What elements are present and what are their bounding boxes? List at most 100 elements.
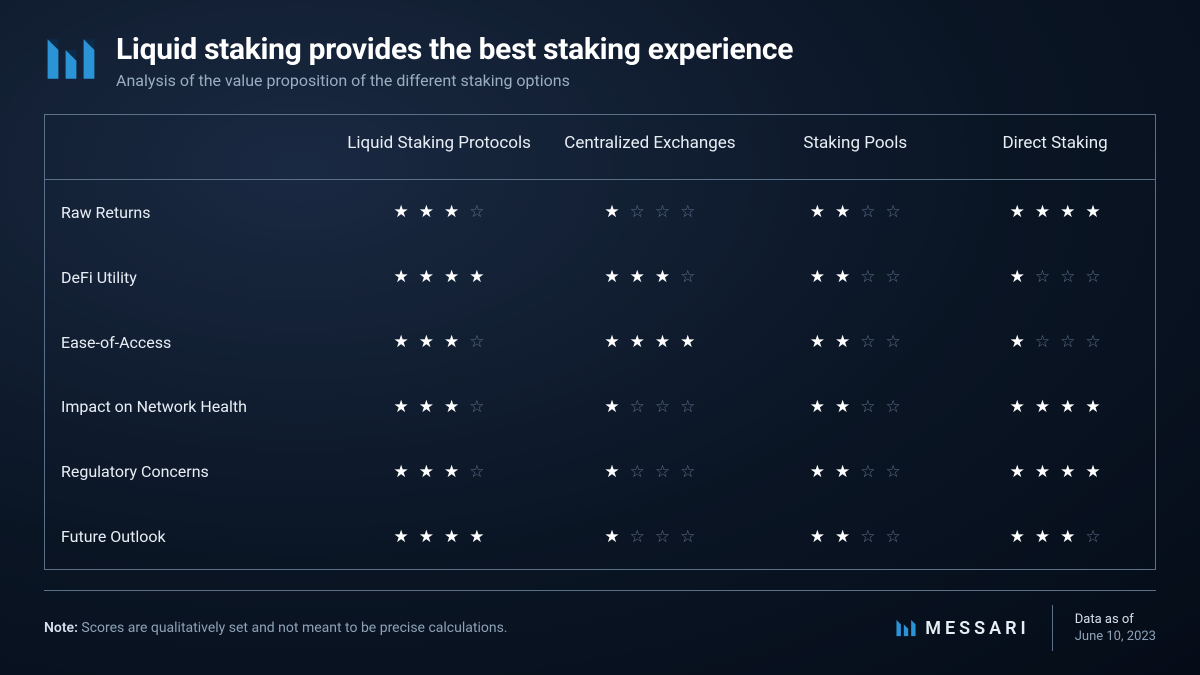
star-filled-icon: ★	[1085, 462, 1100, 482]
date-block: Data as of June 10, 2023	[1075, 612, 1156, 644]
star-rating: ★★☆☆	[810, 462, 901, 482]
star-filled-icon: ★	[835, 202, 850, 222]
star-empty-icon: ☆	[655, 202, 670, 222]
star-filled-icon: ★	[1085, 202, 1100, 222]
rating-cell: ★★☆☆	[755, 180, 955, 245]
rating-cell: ★★★☆	[334, 375, 545, 440]
star-rating: ★☆☆☆	[604, 202, 695, 222]
star-filled-icon: ★	[419, 332, 434, 352]
star-rating: ★☆☆☆	[604, 527, 695, 547]
rating-cell: ★★★★	[544, 310, 755, 375]
star-filled-icon: ★	[810, 527, 825, 547]
table-row: DeFi Utility★★★★★★★☆★★☆☆★☆☆☆	[45, 245, 1155, 310]
divider	[1052, 605, 1053, 651]
star-empty-icon: ☆	[680, 462, 695, 482]
row-label: Future Outlook	[45, 504, 334, 569]
brand: MESSARI	[895, 617, 1030, 639]
footer: Note: Scores are qualitatively set and n…	[44, 590, 1156, 651]
star-filled-icon: ★	[810, 332, 825, 352]
rating-cell: ★ ★ ☆ ☆	[755, 504, 955, 569]
row-label: Regulatory Concerns	[45, 439, 334, 504]
star-filled-icon: ★	[419, 202, 434, 222]
footnote-label: Note:	[44, 620, 78, 636]
rating-cell: ★☆☆☆	[955, 245, 1155, 310]
star-filled-icon: ★	[469, 267, 484, 287]
star-filled-icon: ★	[1010, 527, 1025, 547]
star-rating: ★★★☆	[394, 397, 485, 417]
star-empty-icon: ☆	[630, 202, 645, 222]
star-filled-icon: ★	[444, 397, 459, 417]
star-filled-icon: ★	[604, 462, 619, 482]
rating-cell: ★★☆☆	[755, 310, 955, 375]
messari-logo-icon	[44, 32, 98, 86]
star-filled-icon: ★	[604, 527, 619, 547]
star-filled-icon: ★	[444, 332, 459, 352]
star-rating: ★ ★ ☆ ☆	[810, 527, 901, 547]
star-empty-icon: ☆	[680, 397, 695, 417]
star-filled-icon: ★	[810, 462, 825, 482]
star-filled-icon: ★	[1085, 397, 1100, 417]
star-empty-icon: ☆	[886, 527, 901, 547]
star-filled-icon: ★	[835, 527, 850, 547]
footnote: Note: Scores are qualitatively set and n…	[44, 620, 508, 636]
messari-logo-small-icon	[895, 617, 917, 639]
star-filled-icon: ★	[1010, 397, 1025, 417]
table-row: Future Outlook★★★★★☆☆☆★★☆☆★★★☆	[45, 504, 1155, 569]
star-filled-icon: ★	[1035, 397, 1050, 417]
star-filled-icon: ★	[419, 267, 434, 287]
rating-cell: ★★★☆	[955, 504, 1155, 569]
star-empty-icon: ☆	[469, 332, 484, 352]
star-filled-icon: ★	[1035, 527, 1050, 547]
star-empty-icon: ☆	[1060, 267, 1075, 287]
star-empty-icon: ☆	[1035, 332, 1050, 352]
star-empty-icon: ☆	[1085, 267, 1100, 287]
table-row: Raw Returns★★★☆★☆☆☆★★☆☆★★★★	[45, 180, 1155, 245]
star-empty-icon: ☆	[860, 527, 875, 547]
star-empty-icon: ☆	[886, 267, 901, 287]
rating-cell: ★★★★	[955, 439, 1155, 504]
star-filled-icon: ★	[1060, 527, 1075, 547]
star-filled-icon: ★	[394, 332, 409, 352]
header: Liquid staking provides the best staking…	[44, 32, 1156, 90]
star-filled-icon: ★	[835, 267, 850, 287]
star-filled-icon: ★	[444, 527, 459, 547]
rating-cell: ★★★☆	[544, 245, 755, 310]
star-empty-icon: ☆	[886, 332, 901, 352]
page-subtitle: Analysis of the value proposition of the…	[116, 71, 793, 90]
star-filled-icon: ★	[394, 202, 409, 222]
star-filled-icon: ★	[419, 462, 434, 482]
star-filled-icon: ★	[394, 267, 409, 287]
rating-cell: ★★★☆	[334, 439, 545, 504]
rating-cell: ★☆☆☆	[544, 375, 755, 440]
star-empty-icon: ☆	[680, 527, 695, 547]
star-filled-icon: ★	[1060, 202, 1075, 222]
star-filled-icon: ★	[444, 462, 459, 482]
rating-cell: ★☆☆☆	[544, 180, 755, 245]
star-filled-icon: ★	[419, 527, 434, 547]
rating-cell: ★★★★	[334, 245, 545, 310]
star-empty-icon: ☆	[630, 527, 645, 547]
rating-cell: ★★☆☆	[755, 375, 955, 440]
star-filled-icon: ★	[604, 397, 619, 417]
rating-cell: ★★★★	[955, 180, 1155, 245]
star-empty-icon: ☆	[860, 332, 875, 352]
star-empty-icon: ☆	[630, 397, 645, 417]
table-row: Ease-of-Access★★★☆★★★★★★☆☆★☆☆☆	[45, 310, 1155, 375]
page-title: Liquid staking provides the best staking…	[116, 32, 793, 67]
star-filled-icon: ★	[810, 397, 825, 417]
star-rating: ★★★★	[604, 332, 695, 352]
star-filled-icon: ★	[1010, 462, 1025, 482]
star-filled-icon: ★	[604, 202, 619, 222]
star-rating: ★★★☆	[1010, 527, 1101, 547]
star-rating: ★★★★	[1010, 202, 1101, 222]
star-filled-icon: ★	[810, 267, 825, 287]
rating-cell: ★★☆☆	[755, 245, 955, 310]
footer-right: MESSARI Data as of June 10, 2023	[895, 605, 1156, 651]
table-row: Regulatory Concerns★★★☆★☆☆☆★★☆☆★★★★	[45, 439, 1155, 504]
star-rating: ★★★★	[1010, 462, 1101, 482]
star-empty-icon: ☆	[860, 462, 875, 482]
col-header: Liquid Staking Protocols	[334, 115, 545, 180]
star-empty-icon: ☆	[886, 462, 901, 482]
star-rating: ★★☆☆	[810, 397, 901, 417]
star-rating: ★☆☆☆	[604, 462, 695, 482]
